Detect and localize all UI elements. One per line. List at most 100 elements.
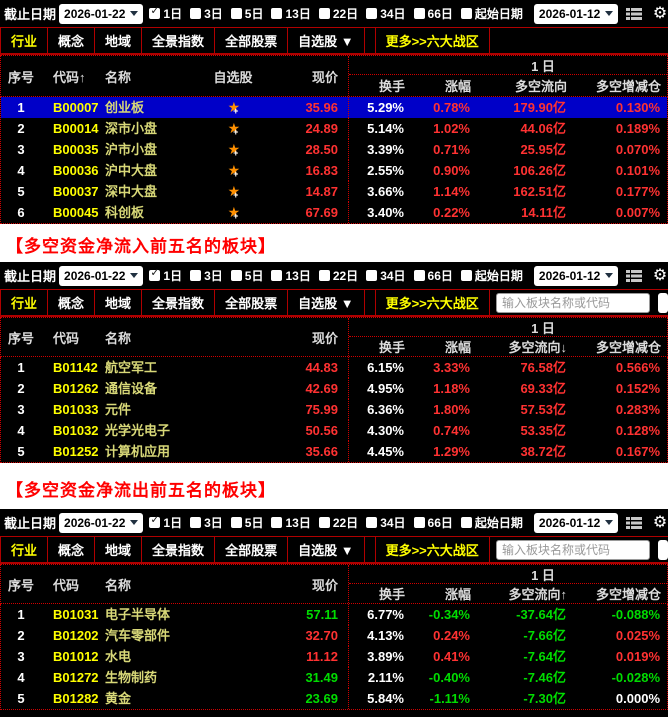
column-header[interactable]: 多空流向↑	[508, 587, 567, 602]
checkbox-icon[interactable]	[149, 515, 161, 528]
tab-industry[interactable]: 行业	[0, 537, 49, 562]
cell-watchlist[interactable]: ★	[207, 118, 259, 139]
column-header[interactable]: 换手	[378, 340, 405, 355]
column-header[interactable]: 涨幅	[444, 79, 471, 94]
column-header[interactable]: 现价	[311, 577, 338, 593]
tab-more-battlezones[interactable]: 更多>>六大战区	[374, 28, 490, 53]
period-checkbox[interactable]: 66日	[413, 267, 453, 284]
checkbox-icon[interactable]	[230, 517, 242, 528]
column-header[interactable]: 现价	[311, 330, 338, 346]
period-checkbox[interactable]: 13日	[271, 267, 311, 284]
period-checkbox[interactable]: 5日	[230, 514, 263, 531]
period-checkbox[interactable]: 起始日期	[460, 514, 523, 531]
tab-watchlist[interactable]: 自选股 ▼	[288, 537, 365, 562]
column-header[interactable]: 多空增减仓	[595, 79, 661, 94]
search-input[interactable]	[496, 539, 650, 560]
end-date-select[interactable]: 2026-01-22	[59, 3, 144, 24]
column-header[interactable]: 序号	[7, 330, 34, 346]
tab-more-battlezones[interactable]: 更多>>六大战区	[374, 290, 490, 315]
checkbox-icon[interactable]	[271, 270, 283, 281]
tab-industry[interactable]: 行业	[0, 290, 49, 315]
table-row[interactable]: 6 B00045 科创板 ★ 67.69 3.40% 0.22% 14.11亿 0.007%	[1, 202, 667, 223]
period-checkbox[interactable]: 13日	[271, 5, 311, 22]
column-header[interactable]: 现价	[311, 69, 338, 85]
column-header[interactable]: 换手	[378, 79, 405, 94]
checkbox-icon[interactable]	[190, 517, 202, 528]
tab-all-stocks[interactable]: 全部股票	[215, 28, 289, 53]
cell-watchlist[interactable]: ★	[207, 97, 259, 118]
start-date-select[interactable]: 2026-01-12	[533, 265, 618, 286]
period-checkbox[interactable]: 34日	[366, 5, 406, 22]
period-checkbox[interactable]: 22日	[318, 267, 358, 284]
tab-region[interactable]: 地域	[95, 290, 143, 315]
star-add-icon[interactable]: ★	[227, 204, 241, 220]
table-row[interactable]: 5 B01252 计算机应用 35.66 4.45% 1.29% 38.72亿 0.167%	[1, 441, 667, 462]
cell-watchlist[interactable]: ★	[207, 160, 259, 181]
checkbox-icon[interactable]	[271, 517, 283, 528]
tab-watchlist[interactable]: 自选股 ▼	[288, 290, 365, 315]
tab-panorama-index[interactable]: 全景指数	[142, 28, 216, 53]
column-header[interactable]: 序号	[7, 69, 34, 85]
cell-watchlist[interactable]: ★	[207, 181, 259, 202]
checkbox-icon[interactable]	[460, 270, 472, 281]
tab-concept[interactable]: 概念	[48, 290, 96, 315]
period-checkbox[interactable]: 5日	[230, 267, 263, 284]
list-icon[interactable]	[625, 269, 642, 283]
tab-concept[interactable]: 概念	[48, 537, 96, 562]
period-checkbox[interactable]: 22日	[318, 5, 358, 22]
checkbox-icon[interactable]	[318, 270, 330, 281]
start-date-select[interactable]: 2026-01-12	[533, 3, 618, 24]
column-header[interactable]: 序号	[7, 577, 34, 593]
tab-all-stocks[interactable]: 全部股票	[215, 290, 289, 315]
column-header[interactable]: 多空增减仓	[595, 587, 661, 602]
table-row[interactable]: 3 B00035 沪市小盘 ★ 28.50 3.39% 0.71% 25.95亿 0.070%	[1, 139, 667, 160]
checkbox-icon[interactable]	[318, 8, 330, 19]
table-row[interactable]: 1 B01031 电子半导体 57.11 6.77% -0.34% -37.64亿 -0.08…	[1, 604, 667, 625]
period-checkbox[interactable]: 5日	[230, 5, 263, 22]
column-header[interactable]: 代码	[53, 330, 80, 346]
column-header[interactable]: 名称	[105, 577, 132, 593]
table-row[interactable]: 2 B01202 汽车零部件 32.70 4.13% 0.24% -7.66亿 0.025%	[1, 625, 667, 646]
checkbox-icon[interactable]	[366, 517, 378, 528]
tab-all-stocks[interactable]: 全部股票	[215, 537, 289, 562]
table-row[interactable]: 1 B00007 创业板 ★ 35.96 5.29% 0.78% 179.90亿 0.130%	[1, 97, 667, 118]
checkbox-icon[interactable]	[149, 268, 161, 281]
period-checkbox[interactable]: 66日	[413, 5, 453, 22]
checkbox-icon[interactable]	[190, 270, 202, 281]
checkbox-icon[interactable]	[413, 270, 425, 281]
period-checkbox[interactable]: 3日	[190, 5, 223, 22]
star-add-icon[interactable]: ★	[227, 120, 241, 136]
column-header[interactable]: 多空流向	[514, 79, 567, 94]
checkbox-icon[interactable]	[460, 8, 472, 19]
start-date-select[interactable]: 2026-01-12	[533, 512, 618, 533]
checkbox-icon[interactable]	[149, 6, 161, 19]
column-header[interactable]: 名称	[105, 69, 132, 85]
gear-icon[interactable]: ⚙	[652, 266, 668, 284]
table-row[interactable]: 4 B01272 生物制药 31.49 2.11% -0.40% -7.46亿 -0.028%	[1, 667, 667, 688]
column-header[interactable]: 换手	[378, 587, 405, 602]
period-checkbox[interactable]: 3日	[190, 514, 223, 531]
period-checkbox[interactable]: 起始日期	[460, 5, 523, 22]
period-checkbox[interactable]: 66日	[413, 514, 453, 531]
tab-region[interactable]: 地域	[95, 28, 143, 53]
table-row[interactable]: 3 B01012 水电 11.12 3.89% 0.41% -7.64亿 0.019%	[1, 646, 667, 667]
table-row[interactable]: 5 B01282 黄金 23.69 5.84% -1.11% -7.30亿 0.000%	[1, 688, 667, 709]
period-checkbox[interactable]: 1日	[149, 514, 182, 531]
period-checkbox[interactable]: 1日	[149, 5, 182, 22]
column-header[interactable]: 自选股	[213, 69, 253, 85]
column-header[interactable]: 多空流向↓	[508, 340, 567, 355]
star-add-icon[interactable]: ★	[227, 141, 241, 157]
checkbox-icon[interactable]	[271, 8, 283, 19]
checkbox-icon[interactable]	[366, 8, 378, 19]
table-row[interactable]: 2 B01262 通信设备 42.69 4.95% 1.18% 69.33亿 0.152%	[1, 378, 667, 399]
column-header[interactable]: 代码	[53, 577, 80, 593]
checkbox-icon[interactable]	[190, 8, 202, 19]
cell-watchlist[interactable]: ★	[207, 202, 259, 223]
period-checkbox[interactable]: 1日	[149, 267, 182, 284]
star-add-icon[interactable]: ★	[227, 99, 241, 115]
column-header[interactable]: 涨幅	[444, 587, 471, 602]
period-checkbox[interactable]: 22日	[318, 514, 358, 531]
tab-more-battlezones[interactable]: 更多>>六大战区	[374, 537, 490, 562]
table-row[interactable]: 2 B00014 深市小盘 ★ 24.89 5.14% 1.02% 44.06亿 0.189%	[1, 118, 667, 139]
table-row[interactable]: 3 B01033 元件 75.99 6.36% 1.80% 57.53亿 0.283%	[1, 399, 667, 420]
